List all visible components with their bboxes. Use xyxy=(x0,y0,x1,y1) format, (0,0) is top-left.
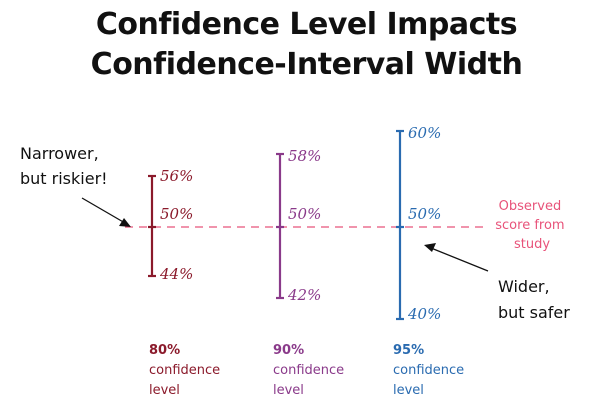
observed-label: Observed score from study xyxy=(495,199,568,252)
narrow-annotation: Narrower, but riskier! xyxy=(20,144,108,188)
wide-annotation-line-1: Wider, xyxy=(498,277,550,296)
narrow-arrow xyxy=(81,197,131,227)
interval-90-lower-label: 42% xyxy=(287,286,321,304)
title: Confidence Level Impacts Confidence-Inte… xyxy=(0,5,613,85)
ci95-level-pct: 95% xyxy=(393,343,424,358)
ci90-level-pct: 90% xyxy=(273,343,304,358)
interval-90-upper-label: 58% xyxy=(288,147,321,165)
interval-95: 60% 50% 40% xyxy=(396,124,441,323)
ci95-level-line-2: confidence xyxy=(393,363,464,378)
interval-95-mid-label: 50% xyxy=(408,205,441,223)
interval-90-mid-label: 50% xyxy=(288,205,321,223)
narrow-annotation-line-1: Narrower, xyxy=(20,144,99,163)
interval-80: 56% 50% 44% xyxy=(148,167,193,283)
ci95-level-line-3: level xyxy=(393,383,424,398)
interval-95-upper-label: 60% xyxy=(408,124,441,142)
ci80-level-pct: 80% xyxy=(149,343,180,358)
observed-label-line-1: Observed xyxy=(499,199,562,214)
interval-90: 58% 50% 42% xyxy=(276,147,321,304)
ci90-level-line-2: confidence xyxy=(273,363,344,378)
title-line-1: Confidence Level Impacts xyxy=(95,7,518,42)
ci90-level-line-3: level xyxy=(273,383,304,398)
observed-label-line-3: study xyxy=(514,237,550,252)
ci90-level-label: 90% confidence level xyxy=(273,343,348,398)
wide-annotation-line-2: but safer xyxy=(498,303,570,322)
interval-80-upper-label: 56% xyxy=(160,167,193,185)
ci80-level-line-3: level xyxy=(149,383,180,398)
ci80-level-line-2: confidence xyxy=(149,363,220,378)
observed-label-line-2: score from xyxy=(495,218,564,233)
narrow-annotation-line-2: but riskier! xyxy=(20,169,108,188)
ci95-level-label: 95% confidence level xyxy=(393,343,468,398)
title-line-2: Confidence-Interval Width xyxy=(90,47,523,82)
interval-80-mid-label: 50% xyxy=(160,205,193,223)
wide-annotation: Wider, but safer xyxy=(498,277,570,322)
interval-80-lower-label: 44% xyxy=(159,265,193,283)
ci80-level-label: 80% confidence level xyxy=(149,343,224,398)
wide-arrow xyxy=(424,243,489,272)
interval-95-lower-label: 40% xyxy=(407,305,441,323)
